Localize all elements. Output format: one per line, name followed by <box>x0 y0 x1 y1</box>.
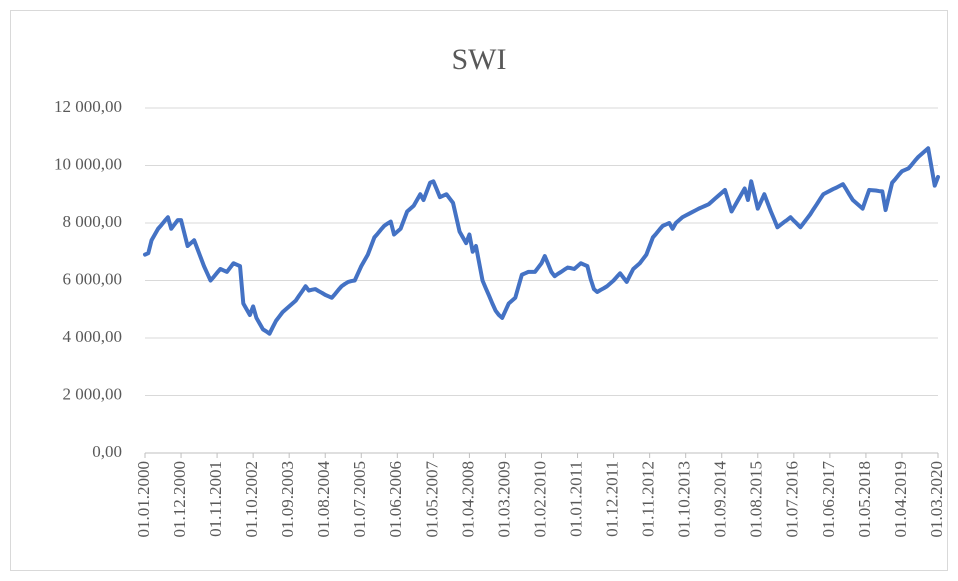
x-tick-label: 01.05.2007 <box>422 461 441 538</box>
x-tick-label: 01.11.2001 <box>206 461 225 537</box>
x-tick-label: 01.11.2012 <box>639 461 658 537</box>
x-tick-label: 01.06.2017 <box>819 461 838 538</box>
x-tick-label: 01.12.2011 <box>602 461 621 537</box>
x-tick-label: 01.07.2016 <box>783 461 802 538</box>
x-tick-label: 01.05.2018 <box>855 461 874 538</box>
x-tick-label: 01.06.2006 <box>386 461 405 538</box>
x-tick-label: 01.08.2004 <box>314 461 333 538</box>
x-tick-label: 01.07.2005 <box>350 461 369 538</box>
x-tick-label: 01.03.2009 <box>494 461 513 538</box>
y-tick-label: 4 000,00 <box>63 327 123 346</box>
y-tick-label: 8 000,00 <box>63 212 123 231</box>
x-tick-label: 01.04.2019 <box>891 461 910 538</box>
chart-title: SWI <box>452 43 507 76</box>
x-tick-label: 01.12.2000 <box>170 461 189 538</box>
x-tick-label: 01.02.2010 <box>530 461 549 538</box>
y-tick-label: 0,00 <box>92 442 122 461</box>
y-tick-label: 2 000,00 <box>63 384 123 403</box>
line-series <box>143 146 940 336</box>
x-tick-label: 01.01.2000 <box>134 461 153 538</box>
x-tick-label: 01.10.2002 <box>242 461 261 538</box>
chart-frame <box>10 10 948 571</box>
y-tick-label: 10 000,00 <box>54 154 122 173</box>
y-tick-label: 12 000,00 <box>54 97 122 116</box>
x-tick-label: 01.08.2015 <box>747 461 766 538</box>
x-tick-label: 01.03.2020 <box>927 461 946 538</box>
x-tick-label: 01.01.2011 <box>566 461 585 537</box>
y-tick-label: 6 000,00 <box>63 269 123 288</box>
x-tick-label: 01.09.2014 <box>711 461 730 538</box>
x-tick-label: 01.04.2008 <box>458 461 477 538</box>
x-tick-label: 01.09.2003 <box>278 461 297 538</box>
x-tick-label: 01.10.2013 <box>675 461 694 538</box>
